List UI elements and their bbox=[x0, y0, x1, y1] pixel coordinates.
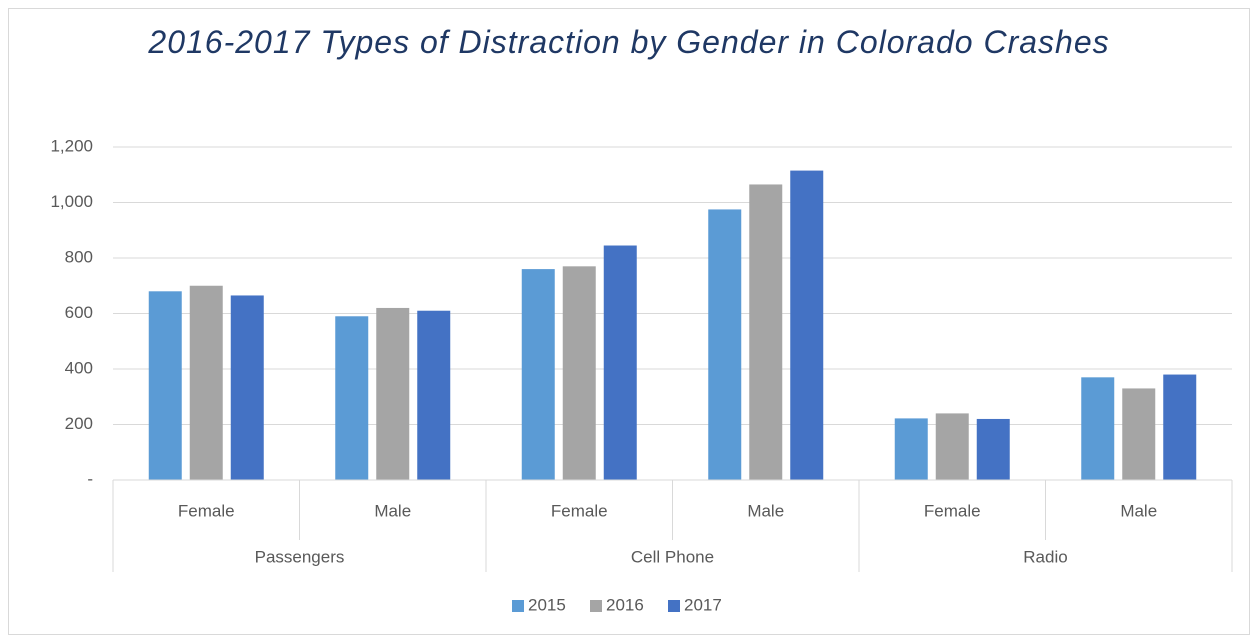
bar bbox=[521, 269, 555, 480]
group-label: Passengers bbox=[255, 547, 345, 566]
y-tick-label: 800 bbox=[65, 247, 93, 266]
x-tick-label: Female bbox=[924, 501, 981, 520]
bar bbox=[708, 209, 742, 480]
legend-label: 2016 bbox=[606, 595, 644, 614]
bar bbox=[230, 295, 264, 480]
legend-label: 2015 bbox=[528, 595, 566, 614]
bar bbox=[603, 245, 637, 480]
bar bbox=[1163, 374, 1197, 480]
group-label: Radio bbox=[1023, 547, 1067, 566]
bar bbox=[335, 316, 369, 480]
legend-swatch bbox=[512, 600, 524, 612]
y-tick-label: 200 bbox=[65, 414, 93, 433]
legend-label: 2017 bbox=[684, 595, 722, 614]
bar bbox=[749, 184, 783, 480]
x-tick-label: Male bbox=[747, 501, 784, 520]
y-tick-label: 400 bbox=[65, 358, 93, 377]
y-tick-label: 1,000 bbox=[50, 192, 93, 211]
bar bbox=[976, 418, 1010, 480]
bar bbox=[417, 310, 451, 480]
bar bbox=[189, 285, 223, 480]
chart-title: 2016-2017 Types of Distraction by Gender… bbox=[148, 24, 1110, 60]
bar bbox=[790, 170, 824, 480]
x-tick-label: Female bbox=[551, 501, 608, 520]
bar bbox=[935, 413, 969, 480]
group-label: Cell Phone bbox=[631, 547, 714, 566]
x-tick-label: Male bbox=[1120, 501, 1157, 520]
bar bbox=[1122, 388, 1156, 480]
legend-swatch bbox=[668, 600, 680, 612]
y-tick-label: 1,200 bbox=[50, 136, 93, 155]
y-tick-label: - bbox=[87, 469, 93, 488]
legend-swatch bbox=[590, 600, 602, 612]
x-tick-label: Female bbox=[178, 501, 235, 520]
bar bbox=[562, 266, 596, 480]
bar bbox=[376, 307, 410, 480]
bar bbox=[894, 418, 928, 480]
x-tick-label: Male bbox=[374, 501, 411, 520]
y-tick-label: 600 bbox=[65, 303, 93, 322]
bar bbox=[148, 291, 182, 480]
bar bbox=[1081, 377, 1115, 480]
